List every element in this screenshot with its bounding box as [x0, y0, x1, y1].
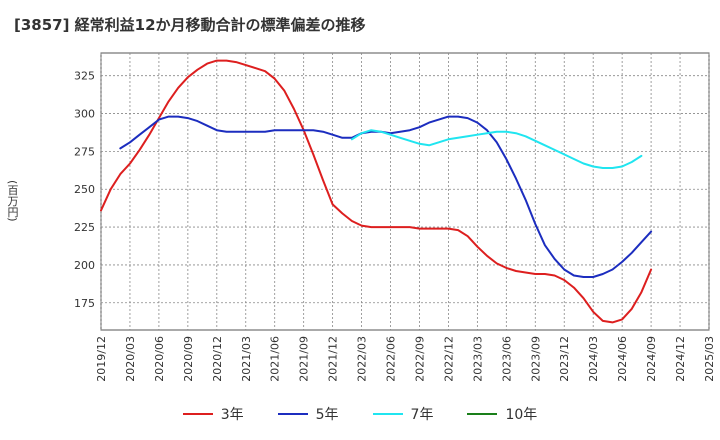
x-tick-label: 2024/09 [645, 336, 658, 382]
x-tick-label: 2023/12 [558, 336, 571, 382]
x-tick-label: 2025/03 [703, 336, 716, 382]
x-tick-label: 2024/03 [587, 336, 600, 382]
x-tick-label: 2024/12 [674, 336, 687, 382]
plot-area [100, 52, 710, 331]
y-tick-label: 300 [74, 108, 95, 121]
x-tick-label: 2021/06 [269, 336, 282, 382]
x-tick-label: 2020/03 [124, 336, 137, 382]
legend: 3年 5年 7年 10年 [0, 404, 720, 424]
legend-item-1: 5年 [277, 404, 339, 424]
x-tick-label: 2021/03 [240, 336, 253, 382]
y-axis-label: (百万円) [6, 180, 19, 222]
y-tick-label: 200 [74, 259, 95, 272]
x-tick-label: 2020/12 [211, 336, 224, 382]
legend-label: 3年 [220, 407, 244, 423]
x-tick-label: 2019/12 [95, 336, 108, 382]
legend-label: 5年 [315, 407, 339, 423]
y-tick-label: 250 [74, 183, 95, 196]
legend-label: 7年 [410, 407, 434, 423]
x-tick-label: 2023/06 [500, 336, 513, 382]
x-tick-label: 2022/09 [413, 336, 426, 382]
y-tick-label: 325 [74, 70, 95, 83]
legend-item-3: 10年 [467, 404, 537, 424]
legend-item-2: 7年 [372, 404, 434, 424]
series-lines [100, 59, 653, 324]
y-tick-label: 175 [74, 297, 95, 310]
x-tick-label: 2023/03 [471, 336, 484, 382]
y-tick-label: 225 [74, 221, 95, 234]
x-tick-labels: 2019/12 2020/03 2020/06 2020/09 2020/12 2021/… [95, 336, 716, 382]
legend-item-0: 3年 [182, 404, 244, 424]
series-line-2 [350, 129, 643, 169]
series-line-0 [100, 59, 653, 324]
x-tick-label: 2021/12 [327, 336, 340, 382]
legend-swatch [182, 413, 213, 415]
x-tick-label: 2023/09 [529, 336, 542, 382]
x-tick-label: 2022/03 [356, 336, 369, 382]
y-tick-labels: 175 200 225 250 275 300 325 [74, 70, 95, 310]
chart-title: [3857] 経常利益12か月移動合計の標準偏差の推移 [14, 16, 366, 34]
x-tick-label: 2024/06 [616, 336, 629, 382]
x-tick-label: 2020/09 [182, 336, 195, 382]
legend-label: 10年 [505, 407, 538, 423]
y-tick-label: 275 [74, 145, 95, 158]
x-tick-label: 2022/06 [385, 336, 398, 382]
x-tick-label: 2022/12 [442, 336, 455, 382]
legend-swatch [277, 413, 308, 415]
x-tick-label: 2020/06 [153, 336, 166, 382]
x-tick-label: 2021/09 [298, 336, 311, 382]
legend-swatch [372, 413, 403, 415]
legend-swatch [467, 413, 498, 415]
